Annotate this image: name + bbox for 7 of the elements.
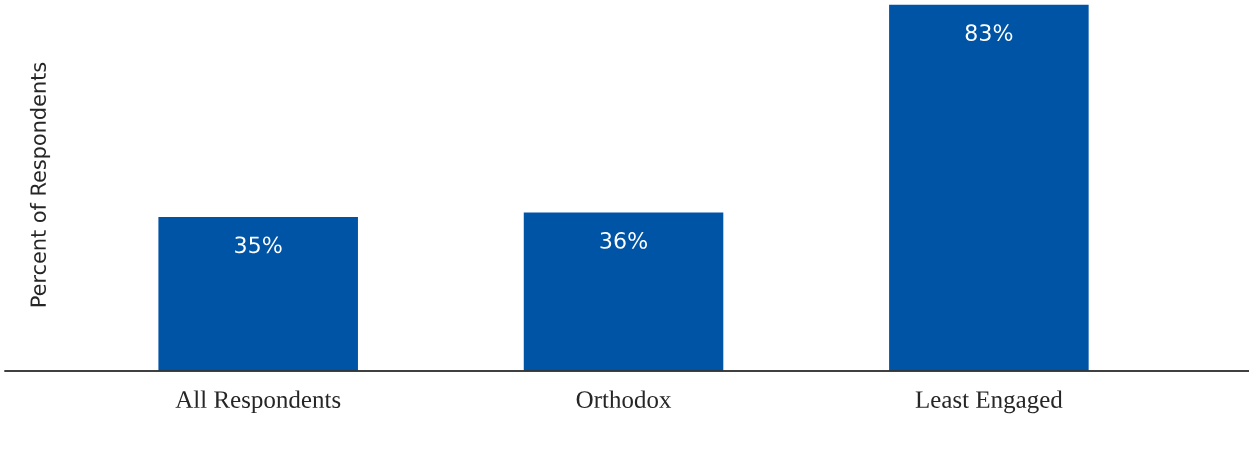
data-label: 83% bbox=[965, 24, 1013, 41]
x-tick-label: Orthodox bbox=[576, 390, 672, 409]
data-label: 36% bbox=[600, 232, 647, 249]
data-label: 35% bbox=[235, 236, 282, 254]
y-axis-title: Percent of Respondents bbox=[29, 62, 51, 307]
x-tick-label: All Respondents bbox=[175, 390, 341, 414]
x-tick-label: Least Engaged bbox=[915, 390, 1063, 414]
